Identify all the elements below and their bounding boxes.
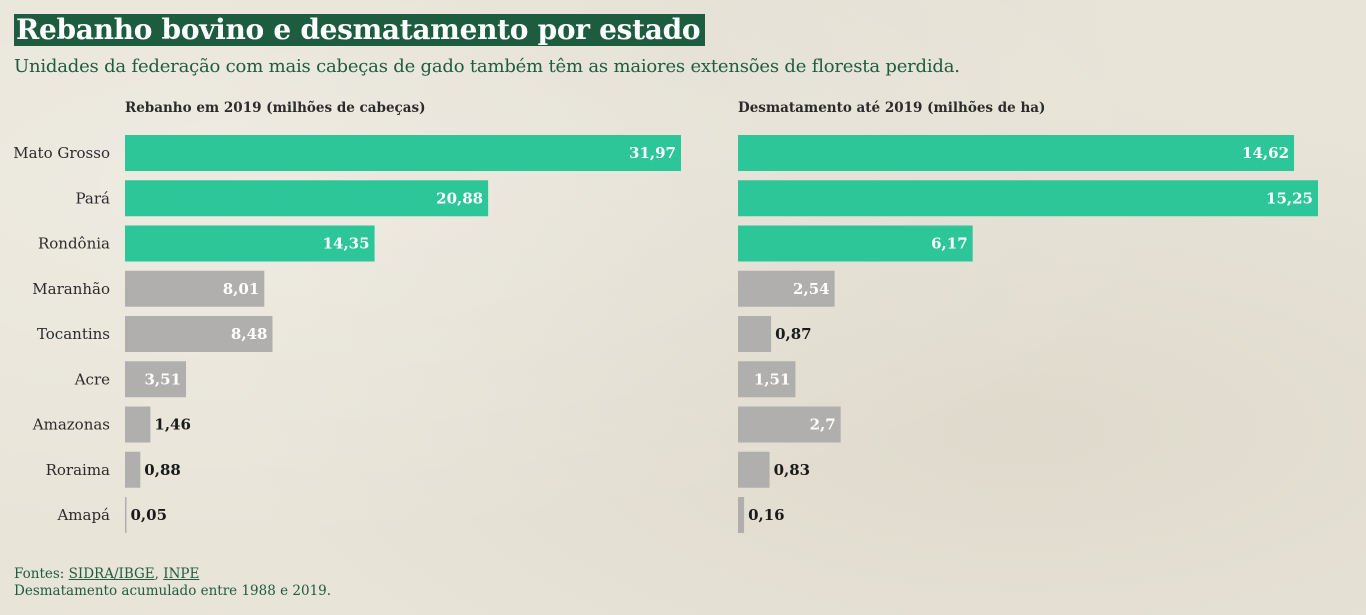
sources-separator: , (154, 566, 164, 582)
chart-title: Rebanho bovino e desmatamento por estado (14, 14, 706, 46)
source-link-inpe[interactable]: INPE (163, 566, 200, 582)
state-label: Roraima (46, 461, 110, 479)
state-label: Acre (74, 370, 110, 388)
state-label: Amapá (56, 506, 110, 524)
sources-prefix: Fontes: (14, 566, 69, 582)
bar (125, 270, 265, 307)
state-label: Tocantins (37, 325, 110, 343)
footer: Fontes: SIDRA/IBGE, INPE Desmatamento ac… (14, 566, 331, 600)
bar (125, 135, 681, 171)
bar (125, 225, 375, 262)
bar-value-label: 15,25 (1266, 189, 1313, 207)
bar (738, 225, 973, 262)
footer-note: Desmatamento acumulado entre 1988 e 2019… (14, 583, 332, 599)
sources-line: Fontes: SIDRA/IBGE, INPE (14, 566, 331, 583)
bar (125, 361, 187, 398)
bar-value-label: 0,88 (144, 461, 181, 479)
state-label: Maranhão (32, 280, 110, 298)
state-label: Pará (76, 189, 111, 207)
bar-value-label: 8,01 (223, 280, 260, 298)
bar (738, 497, 745, 533)
bar (738, 406, 841, 443)
panel-title: Rebanho em 2019 (milhões de cabeças) (125, 100, 426, 116)
bar-value-label: 0,05 (131, 506, 168, 524)
bar (125, 180, 489, 217)
bar-value-label: 20,88 (436, 189, 483, 207)
bar (738, 361, 796, 398)
state-label: Rondônia (38, 235, 110, 253)
bar (125, 406, 151, 443)
bar (738, 316, 772, 352)
bar-charts: Mato Grosso Pará Rondônia Maranhão Tocantins… (13, 100, 1318, 533)
state-label: Amazonas (32, 416, 110, 434)
bar (125, 451, 141, 488)
bar (738, 451, 770, 488)
bar-value-label: 1,51 (754, 370, 791, 388)
bar-value-label: 0,16 (748, 506, 785, 524)
bar-value-label: 6,17 (931, 235, 968, 253)
bar-value-label: 14,62 (1242, 144, 1289, 162)
bar-value-label: 0,87 (775, 325, 812, 343)
bar-value-label: 8,48 (231, 325, 268, 343)
bar (738, 270, 835, 307)
bar (738, 135, 1295, 171)
bar (125, 497, 127, 533)
panel-title: Desmatamento até 2019 (milhões de ha) (738, 100, 1045, 116)
bar-value-label: 2,7 (810, 416, 836, 434)
bar-value-label: 31,97 (629, 144, 676, 162)
bar-value-label: 2,54 (793, 280, 830, 298)
bar-value-label: 0,83 (774, 461, 811, 479)
chart-subtitle: Unidades da federação com mais cabeças d… (14, 56, 960, 77)
bar-value-label: 1,46 (154, 416, 191, 434)
bar (125, 316, 273, 352)
bar-value-label: 3,51 (144, 370, 181, 388)
bar-value-label: 14,35 (323, 235, 370, 253)
source-link-sidra-ibge[interactable]: SIDRA/IBGE (68, 566, 155, 582)
bar (738, 180, 1318, 217)
state-label: Mato Grosso (13, 144, 110, 162)
